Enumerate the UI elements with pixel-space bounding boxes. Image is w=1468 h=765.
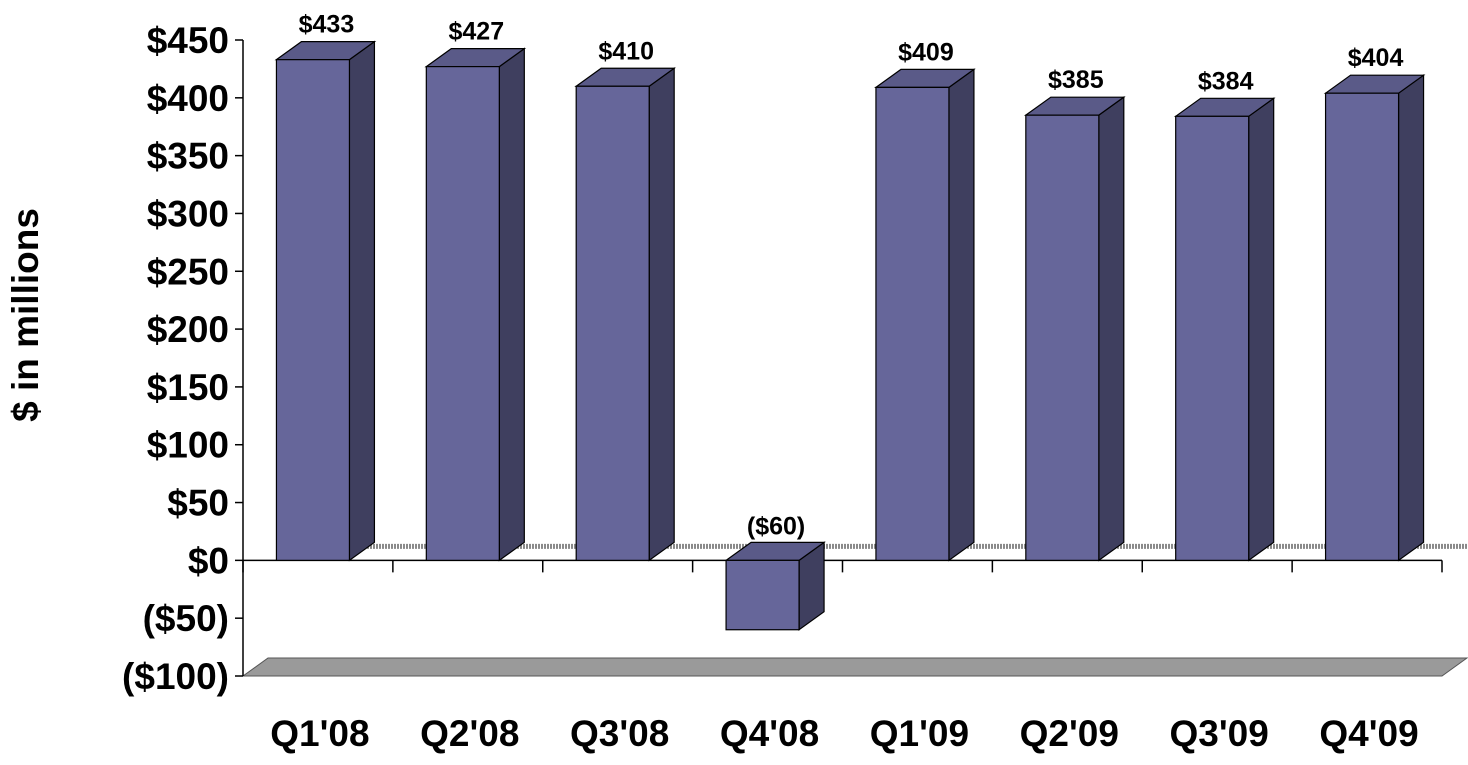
x-tick-label: Q3'09 [1170,713,1269,754]
bar [274,40,377,562]
bar-front [1025,114,1100,561]
x-tick-label: Q1'08 [270,713,369,754]
bar-side [1098,95,1125,562]
data-label: $384 [1198,67,1254,95]
y-tick-label: $200 [147,309,229,350]
data-label: $385 [1048,66,1104,94]
y-tick-label: $300 [147,193,229,234]
bar-side [948,68,975,562]
data-label: $433 [299,11,355,39]
bar [1323,74,1426,562]
x-tick-label: Q2'08 [420,713,519,754]
bar-front [875,86,950,561]
bar-side [348,40,376,562]
bar-front [425,65,500,561]
y-tick-label: $350 [147,136,229,177]
bar-front [1175,115,1250,561]
data-label: ($60) [747,512,805,540]
bar [1023,95,1126,562]
x-tick-label: Q4'09 [1319,713,1418,754]
x-tick-label: Q2'09 [1020,713,1119,754]
bar [574,67,677,562]
x-tick-label: Q4'08 [720,713,819,754]
x-tick-label: Q1'09 [870,713,969,754]
bar-side [1397,74,1425,562]
data-label: $409 [898,38,954,66]
bar [724,541,826,631]
y-tick-label: $50 [167,483,229,524]
bar-front [575,85,650,561]
y-tick-label: $100 [147,425,229,466]
y-tick-label: $150 [147,367,229,408]
bar [424,47,527,562]
y-tick-label: $450 [147,20,229,61]
bar-side [648,67,675,562]
bar-front [275,59,351,561]
y-tick-label: ($100) [122,656,229,697]
data-label: $427 [449,18,505,46]
chart-floor [241,657,1468,677]
y-axis-title: $ in millions [5,208,46,422]
y-tick-label: ($50) [143,598,229,639]
data-label: $404 [1348,44,1404,72]
bar-front [1324,92,1400,561]
x-tick-label: Q3'08 [570,713,669,754]
data-label: $410 [598,37,654,65]
bar-front [725,559,800,631]
bar [1173,97,1276,562]
y-tick-label: $250 [147,251,229,292]
bar-side [1248,97,1275,562]
y-tick-label: $400 [147,78,229,119]
bar [874,68,976,562]
bar-side [498,47,525,562]
y-tick-label: $0 [188,540,229,581]
